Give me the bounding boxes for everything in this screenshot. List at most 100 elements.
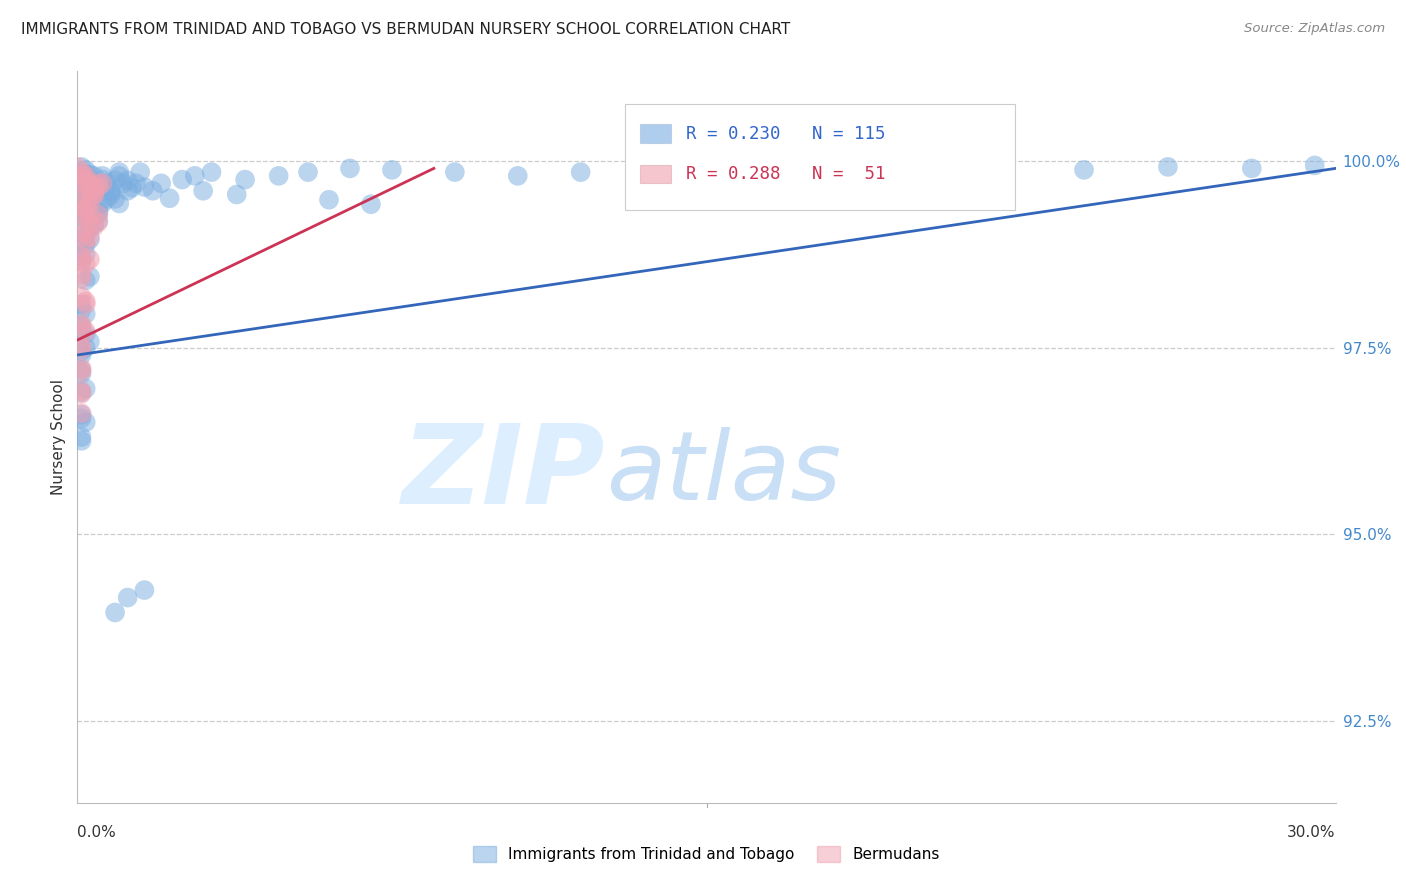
Text: IMMIGRANTS FROM TRINIDAD AND TOBAGO VS BERMUDAN NURSERY SCHOOL CORRELATION CHART: IMMIGRANTS FROM TRINIDAD AND TOBAGO VS B… bbox=[21, 22, 790, 37]
Y-axis label: Nursery School: Nursery School bbox=[51, 379, 66, 495]
Point bbox=[83, 188, 105, 202]
Point bbox=[172, 172, 194, 186]
Point bbox=[83, 182, 105, 196]
Point bbox=[360, 197, 382, 211]
Point bbox=[125, 177, 148, 191]
Point bbox=[1073, 162, 1095, 177]
Point bbox=[75, 327, 97, 342]
Point bbox=[134, 583, 156, 598]
Point bbox=[79, 269, 101, 284]
Text: atlas: atlas bbox=[606, 427, 841, 520]
Point bbox=[83, 219, 105, 234]
Point bbox=[66, 165, 89, 179]
Point bbox=[75, 226, 97, 240]
Point bbox=[70, 386, 93, 401]
Point bbox=[117, 173, 139, 187]
Point bbox=[79, 252, 101, 267]
Point bbox=[70, 384, 93, 398]
Point bbox=[96, 181, 118, 195]
Point bbox=[70, 319, 93, 334]
Point bbox=[905, 162, 928, 177]
Point bbox=[117, 184, 139, 198]
Point bbox=[70, 208, 93, 222]
Point bbox=[339, 161, 361, 176]
Point bbox=[100, 188, 122, 202]
Point bbox=[318, 193, 340, 207]
Point bbox=[821, 165, 844, 179]
Point bbox=[70, 191, 93, 205]
Text: ZIP: ZIP bbox=[402, 420, 606, 527]
Point bbox=[569, 165, 592, 179]
Point bbox=[70, 170, 93, 185]
FancyBboxPatch shape bbox=[640, 165, 671, 183]
Point bbox=[83, 180, 105, 194]
Point bbox=[75, 206, 97, 220]
Point bbox=[75, 203, 97, 218]
Point bbox=[83, 218, 105, 232]
Point bbox=[159, 191, 181, 205]
Point bbox=[184, 169, 207, 183]
Point bbox=[75, 180, 97, 194]
Point bbox=[75, 257, 97, 271]
Point bbox=[70, 319, 93, 334]
Point bbox=[70, 232, 93, 246]
Point bbox=[87, 213, 110, 227]
Point bbox=[87, 215, 110, 229]
Point bbox=[79, 215, 101, 229]
Point bbox=[87, 204, 110, 219]
Point bbox=[233, 172, 256, 186]
Point bbox=[83, 184, 105, 198]
Point bbox=[225, 187, 247, 202]
Point bbox=[83, 188, 105, 202]
Point bbox=[70, 186, 93, 200]
Point bbox=[70, 297, 93, 311]
Point bbox=[75, 172, 97, 186]
Point bbox=[79, 172, 101, 186]
Point bbox=[75, 200, 97, 214]
Point bbox=[70, 411, 93, 425]
Point bbox=[79, 177, 101, 191]
Point bbox=[104, 173, 127, 187]
Point bbox=[112, 177, 135, 191]
Point bbox=[70, 317, 93, 331]
Point bbox=[83, 186, 105, 200]
Point bbox=[75, 162, 97, 177]
Point bbox=[75, 273, 97, 287]
Text: R = 0.288   N =  51: R = 0.288 N = 51 bbox=[686, 165, 886, 183]
Point bbox=[70, 406, 93, 420]
Point bbox=[66, 160, 89, 174]
Point bbox=[91, 196, 114, 211]
Point bbox=[70, 324, 93, 338]
Point bbox=[70, 339, 93, 353]
Point bbox=[75, 167, 97, 181]
Point bbox=[191, 184, 215, 198]
Legend: Immigrants from Trinidad and Tobago, Bermudans: Immigrants from Trinidad and Tobago, Ber… bbox=[467, 840, 946, 868]
Point bbox=[70, 252, 93, 267]
Point bbox=[70, 434, 93, 448]
Point bbox=[75, 324, 97, 338]
Point bbox=[75, 237, 97, 252]
Point bbox=[70, 430, 93, 444]
Point bbox=[79, 167, 101, 181]
Text: R = 0.230   N = 115: R = 0.230 N = 115 bbox=[686, 125, 886, 143]
Point bbox=[70, 363, 93, 377]
Point bbox=[381, 162, 404, 177]
Point bbox=[70, 195, 93, 210]
Point bbox=[70, 348, 93, 362]
Point bbox=[70, 177, 93, 191]
Point bbox=[96, 177, 118, 191]
Point bbox=[70, 160, 93, 174]
Point bbox=[79, 232, 101, 246]
Point bbox=[75, 204, 97, 219]
Point bbox=[142, 184, 165, 198]
Point bbox=[104, 606, 127, 620]
Point bbox=[200, 165, 222, 179]
Point bbox=[75, 178, 97, 192]
Point bbox=[79, 195, 101, 210]
Point bbox=[91, 169, 114, 183]
Point bbox=[70, 254, 93, 268]
Point bbox=[79, 221, 101, 235]
Point bbox=[70, 196, 93, 211]
Point bbox=[1303, 158, 1326, 172]
Point bbox=[129, 165, 152, 179]
